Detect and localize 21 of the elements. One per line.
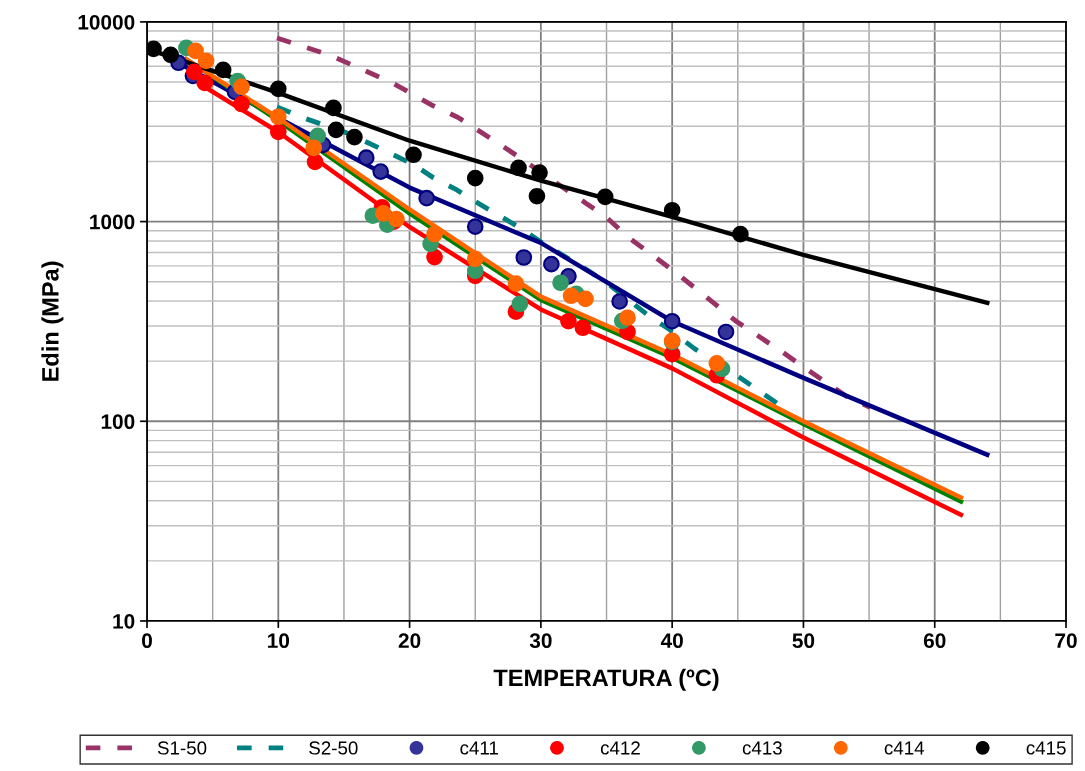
x-tick-label: 70 [1055, 633, 1077, 649]
y-tick-label: 10 [113, 613, 135, 629]
x-tick-label: 50 [792, 633, 815, 649]
y-tick-label: 1000 [90, 214, 135, 230]
legend-label: c413 [742, 741, 782, 755]
y-tick-label: 100 [101, 414, 135, 430]
legend-label: c414 [884, 741, 925, 755]
legend-label: S1-50 [157, 741, 207, 755]
x-tick-label: 10 [268, 633, 290, 649]
x-tick-label: 60 [923, 633, 946, 649]
legend-label: c415 [1026, 741, 1066, 755]
y-axis-title: Edin (MPa) [41, 261, 64, 381]
x-tick-label: 30 [529, 633, 552, 649]
legend-label: S2-50 [309, 741, 358, 755]
y-tick-label: 10000 [78, 14, 135, 30]
x-axis-title: TEMPERATURA (ºC) [493, 668, 719, 691]
x-tick-label: 0 [142, 633, 152, 649]
legend-label: c411 [460, 741, 498, 755]
legend-label: c412 [600, 741, 640, 755]
x-tick-label: 40 [660, 633, 683, 649]
x-tick-label: 20 [398, 633, 421, 649]
